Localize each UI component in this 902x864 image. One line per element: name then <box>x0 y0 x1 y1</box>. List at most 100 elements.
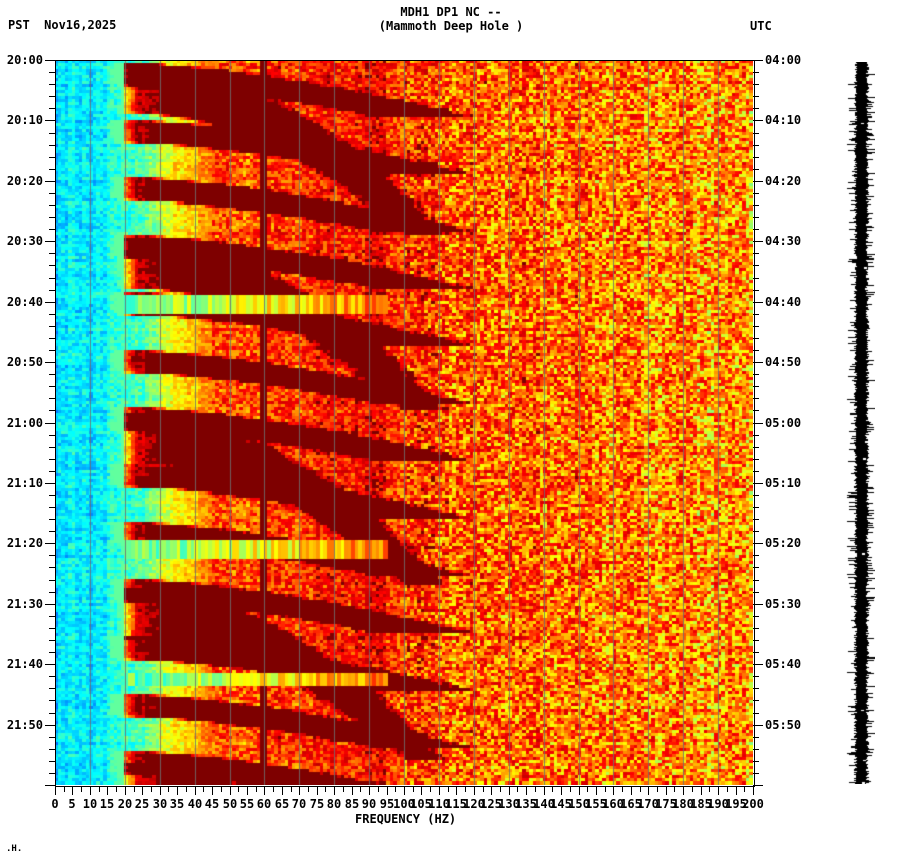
tick-major-left <box>45 181 55 182</box>
tick-minor-left <box>49 447 55 448</box>
tick-major-right <box>753 120 763 121</box>
tick-minor-freq <box>151 786 152 792</box>
time-label-pst: 21:30 <box>6 597 43 611</box>
tick-minor-left <box>49 374 55 375</box>
tick-minor-left <box>49 253 55 254</box>
tick-minor-left <box>49 592 55 593</box>
frequency-tick-label: 195 <box>725 797 747 811</box>
tick-major-freq <box>160 786 161 795</box>
tick-minor-right <box>753 350 759 351</box>
tick-minor-freq <box>448 786 449 792</box>
tick-minor-right <box>753 205 759 206</box>
tick-minor-freq <box>238 786 239 792</box>
tick-minor-left <box>49 350 55 351</box>
tick-minor-right <box>753 374 759 375</box>
tick-major-freq <box>404 786 405 795</box>
frequency-tick-label: 85 <box>344 797 360 811</box>
tick-major-left <box>45 302 55 303</box>
time-label-utc: 04:40 <box>765 295 802 309</box>
tick-major-right <box>753 725 763 726</box>
tick-major-right <box>753 60 763 61</box>
tick-minor-right <box>753 640 759 641</box>
tick-minor-freq <box>64 786 65 792</box>
tick-minor-right <box>753 278 759 279</box>
tick-minor-left <box>49 435 55 436</box>
time-label-utc: 05:00 <box>765 416 802 430</box>
tick-minor-right <box>753 96 759 97</box>
tick-minor-left <box>49 580 55 581</box>
tick-minor-right <box>753 108 759 109</box>
tick-minor-freq <box>465 786 466 792</box>
tick-minor-left <box>49 169 55 170</box>
time-axis-utc: 04:00 04:10 04:20 04:30 04:40 04:50 05:00 05:10… <box>753 53 902 786</box>
tick-minor-left <box>49 688 55 689</box>
tick-major-freq <box>230 786 231 795</box>
tick-major-freq <box>352 786 353 795</box>
tick-minor-right <box>753 326 759 327</box>
tick-major-right <box>753 785 763 786</box>
tick-major-freq <box>736 786 737 795</box>
tick-minor-left <box>49 628 55 629</box>
frequency-tick-label: 140 <box>533 797 555 811</box>
tick-minor-right <box>753 435 759 436</box>
waveform-trace <box>845 62 875 784</box>
tick-major-freq <box>107 786 108 795</box>
tick-minor-right <box>753 217 759 218</box>
frequency-axis: 0 5 10 15 20 25 30 35 40 45 50 55 60 65 70 75 80 85 90 95 10… <box>0 786 902 846</box>
tick-minor-left <box>49 676 55 677</box>
tick-major-right <box>753 543 763 544</box>
tick-minor-right <box>753 628 759 629</box>
tick-major-left <box>45 241 55 242</box>
tick-minor-freq <box>413 786 414 792</box>
tick-minor-left <box>49 278 55 279</box>
tick-minor-freq <box>657 786 658 792</box>
tick-major-freq <box>613 786 614 795</box>
tick-minor-right <box>753 398 759 399</box>
tick-major-freq <box>596 786 597 795</box>
tick-major-right <box>753 302 763 303</box>
tick-major-freq <box>579 786 580 795</box>
tick-minor-freq <box>709 786 710 792</box>
tick-major-freq <box>282 786 283 795</box>
tick-minor-right <box>753 761 759 762</box>
tick-minor-left <box>49 567 55 568</box>
spectrogram-canvas <box>55 60 753 785</box>
frequency-tick-label: 130 <box>498 797 520 811</box>
header-utc-label: UTC <box>750 19 772 33</box>
tick-minor-freq <box>81 786 82 792</box>
tick-minor-right <box>753 410 759 411</box>
tick-major-right <box>753 241 763 242</box>
tick-major-freq <box>474 786 475 795</box>
tick-major-right <box>753 181 763 182</box>
tick-minor-right <box>753 145 759 146</box>
tick-major-freq <box>439 786 440 795</box>
tick-major-freq <box>264 786 265 795</box>
tick-minor-right <box>753 652 759 653</box>
frequency-tick-label: 200 <box>742 797 764 811</box>
tick-minor-right <box>753 700 759 701</box>
tick-minor-left <box>49 761 55 762</box>
tick-minor-left <box>49 713 55 714</box>
tick-major-freq <box>456 786 457 795</box>
tick-minor-freq <box>605 786 606 792</box>
frequency-tick-label: 100 <box>393 797 415 811</box>
time-label-pst: 21:40 <box>6 657 43 671</box>
frequency-tick-label: 95 <box>379 797 395 811</box>
tick-minor-right <box>753 616 759 617</box>
frequency-tick-label: 50 <box>222 797 238 811</box>
tick-minor-left <box>49 459 55 460</box>
frequency-tick-label: 65 <box>274 797 290 811</box>
frequency-tick-label: 175 <box>655 797 677 811</box>
time-label-pst: 21:10 <box>6 476 43 490</box>
tick-minor-right <box>753 290 759 291</box>
frequency-tick-label: 110 <box>428 797 450 811</box>
tick-minor-freq <box>535 786 536 792</box>
frequency-tick-label: 170 <box>637 797 659 811</box>
tick-minor-right <box>753 459 759 460</box>
frequency-tick-label: 75 <box>309 797 325 811</box>
time-label-utc: 05:20 <box>765 536 802 550</box>
tick-minor-freq <box>483 786 484 792</box>
tick-minor-left <box>49 640 55 641</box>
time-label-utc: 05:40 <box>765 657 802 671</box>
frequency-tick-label: 15 <box>99 797 115 811</box>
